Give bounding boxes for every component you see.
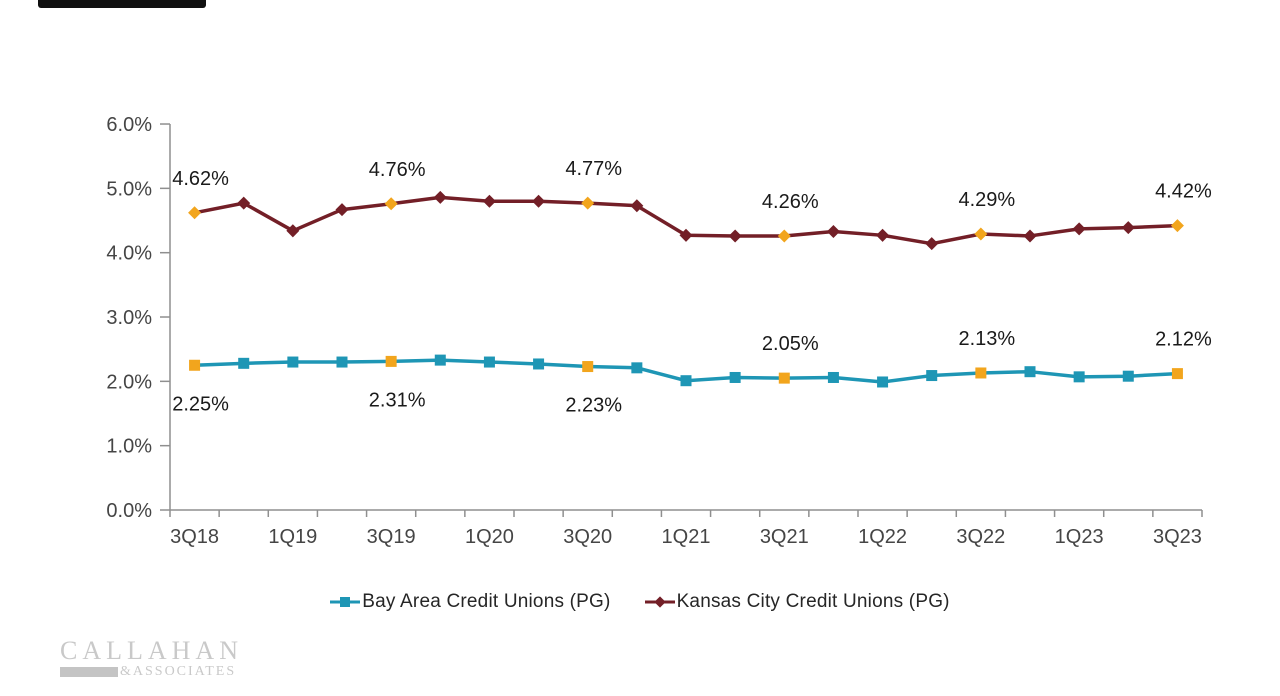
data-label: 4.76% — [369, 159, 426, 181]
x-axis-label: 1Q20 — [465, 526, 514, 548]
marker-diamond — [1023, 229, 1037, 243]
marker-square — [287, 356, 299, 368]
marker-square — [680, 375, 692, 387]
x-axis-label: 3Q20 — [563, 526, 612, 548]
data-label: 2.23% — [565, 395, 622, 417]
y-axis-label: 5.0% — [106, 178, 152, 200]
data-label: 2.25% — [172, 393, 229, 415]
callahan-logo: CALLAHAN &ASSOCIATES — [60, 636, 280, 680]
legend-item: Kansas City Credit Unions (PG) — [644, 591, 950, 613]
data-label: 4.62% — [172, 168, 229, 190]
x-axis-label: 1Q21 — [662, 526, 711, 548]
marker-square — [1024, 366, 1036, 378]
data-label: 2.31% — [369, 389, 426, 411]
marker-diamond — [777, 229, 791, 243]
marker-diamond — [286, 224, 300, 238]
data-label: 2.05% — [762, 333, 819, 355]
marker-square — [1171, 368, 1183, 380]
logo-subline: &ASSOCIATES — [60, 664, 280, 680]
legend-label: Kansas City Credit Unions (PG) — [676, 591, 950, 612]
marker-square — [729, 371, 741, 383]
marker-diamond — [237, 196, 251, 210]
legend-item: Bay Area Credit Unions (PG) — [330, 591, 610, 613]
marker-square — [975, 367, 987, 379]
marker-diamond — [974, 227, 988, 241]
marker-diamond — [826, 224, 840, 238]
marker-diamond — [876, 228, 890, 242]
y-axis-label: 4.0% — [106, 243, 152, 265]
y-axis-label: 2.0% — [106, 371, 152, 393]
marker-square — [926, 370, 938, 382]
marker-diamond — [1170, 219, 1184, 233]
marker-square — [631, 362, 643, 374]
redacted-title-bar — [38, 0, 206, 8]
marker-square — [238, 357, 250, 369]
x-axis-label: 1Q19 — [268, 526, 317, 548]
marker-square — [385, 355, 397, 367]
marker-diamond — [1121, 221, 1135, 235]
marker-diamond — [384, 197, 398, 211]
marker-diamond — [433, 190, 447, 204]
data-label: 4.77% — [565, 158, 622, 180]
x-axis-label: 3Q22 — [956, 526, 1005, 548]
marker-square — [1122, 370, 1134, 382]
logo-subline-text: &ASSOCIATES — [120, 664, 237, 679]
legend-marker-icon — [330, 597, 361, 607]
marker-square — [778, 372, 790, 384]
marker-square — [434, 354, 446, 366]
marker-square — [877, 376, 889, 388]
data-label: 2.13% — [958, 328, 1015, 350]
data-label: 4.26% — [762, 191, 819, 213]
y-axis-label: 0.0% — [106, 500, 152, 522]
marker-diamond — [188, 206, 202, 220]
chart-legend: Bay Area Credit Unions (PG) Kansas City C… — [0, 585, 1280, 619]
marker-square — [1073, 371, 1085, 383]
marker-diamond — [925, 237, 939, 251]
legend-marker-icon — [644, 596, 675, 608]
data-label: 4.29% — [958, 189, 1015, 211]
marker-square — [483, 356, 495, 368]
data-label: 2.12% — [1155, 329, 1212, 351]
y-axis-label: 1.0% — [106, 436, 152, 458]
marker-square — [582, 361, 594, 373]
legend-label: Bay Area Credit Unions (PG) — [362, 591, 611, 612]
data-label: 4.42% — [1155, 181, 1212, 203]
logo-bar-shape — [60, 667, 118, 677]
marker-square — [827, 371, 839, 383]
x-axis-label: 3Q21 — [760, 526, 809, 548]
x-axis-label: 3Q19 — [367, 526, 416, 548]
marker-diamond — [482, 194, 496, 208]
marker-diamond — [532, 194, 546, 208]
marker-diamond — [581, 196, 595, 210]
x-axis-label: 3Q23 — [1153, 526, 1202, 548]
y-axis-label: 3.0% — [106, 307, 152, 329]
x-axis-label: 1Q22 — [858, 526, 907, 548]
x-axis-label: 3Q18 — [170, 526, 219, 548]
logo-wordmark: CALLAHAN — [60, 636, 243, 665]
marker-diamond — [679, 228, 693, 242]
marker-diamond — [335, 203, 349, 217]
y-axis-label: 6.0% — [106, 114, 152, 136]
marker-diamond — [728, 229, 742, 243]
marker-diamond — [1072, 222, 1086, 236]
marker-square — [336, 356, 348, 368]
marker-square — [189, 359, 201, 371]
x-axis-label: 1Q23 — [1055, 526, 1104, 548]
marker-square — [533, 358, 545, 370]
